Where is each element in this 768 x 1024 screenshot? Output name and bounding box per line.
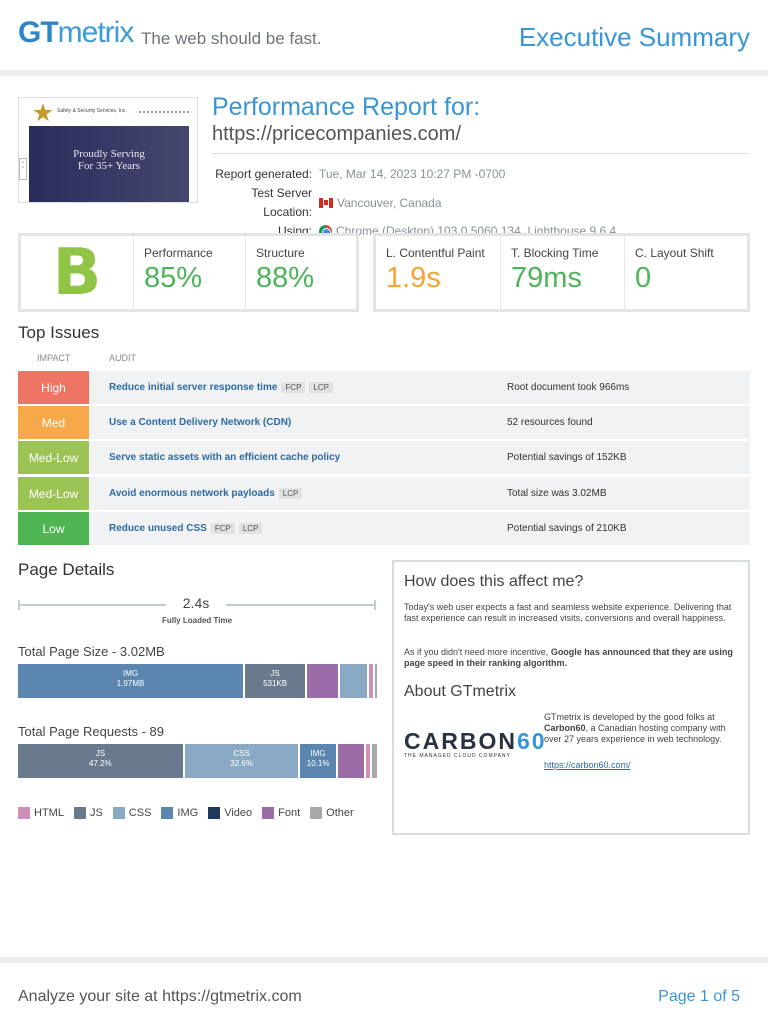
gtmetrix-grade-box: B Performance 85% Structure 88% (18, 233, 359, 312)
legend-swatch (262, 807, 275, 819)
legend-item: HTML (18, 807, 64, 819)
thumbnail-site-name: Safety & Security Services, Inc. (57, 108, 127, 114)
legend-item: CSS (112, 807, 151, 819)
bar-segment-js: JS 47.2% (18, 744, 183, 778)
report-title: Performance Report for: (212, 93, 481, 121)
grade-letter: B (52, 235, 102, 310)
audit-name[interactable]: Serve static assets with an efficient ca… (109, 452, 341, 463)
bar-segment-css (339, 664, 368, 698)
report-meta: Report generated: Tue, Mar 14, 2023 10:2… (212, 165, 616, 241)
page-details-heading: Page Details (18, 560, 115, 579)
carbon60-logo: CARBON60 THE MANAGED CLOUD COMPANY (404, 728, 547, 759)
carbon60-link[interactable]: https://carbon60.com/ (544, 760, 631, 770)
audit-result: Root document took 966ms (507, 382, 630, 393)
page-size-title: Total Page Size - 3.02MB (18, 644, 165, 659)
canada-flag-icon (319, 198, 333, 208)
page-size-bar: IMG 1.97MB JS 531KB (18, 664, 377, 698)
page-requests-bar: JS 47.2% CSS 32.6% IMG 10.1% (18, 744, 377, 778)
legend-swatch (161, 807, 174, 819)
metric-tag: LCP (309, 382, 333, 393)
issue-row: Med-Low Avoid enormous network payloads LC… (18, 477, 750, 510)
thumbnail-side-widget: • • (19, 158, 27, 180)
impact-badge: Low (18, 512, 89, 545)
top-issues-heading: Top Issues (18, 323, 100, 342)
meta-row-location: Test Server Location: Vancouver, Canada (251, 186, 442, 219)
impact-badge: High (18, 371, 89, 404)
issue-row: High Reduce initial server response time F… (18, 371, 750, 404)
issue-row: Med Use a Content Delivery Network (CDN) 5… (18, 406, 750, 439)
web-vitals-box: L. Contentful Paint 1.9s T. Blocking Tim… (373, 233, 750, 312)
audit-result: 52 resources found (507, 417, 593, 428)
legend-swatch (208, 807, 221, 819)
impact-heading: How does this affect me? (404, 573, 584, 590)
tagline: The web should be fast. (141, 29, 322, 48)
audit-name[interactable]: Reduce unused CSS FCP LCP (109, 523, 263, 534)
resource-type-legend: HTML JS CSS IMG Video Font Other (18, 807, 364, 819)
metric-tag: FCP (210, 523, 235, 534)
report-header: GTmetrix The web should be fast. Executi… (0, 0, 768, 76)
impact-badge: Med-Low (18, 477, 89, 510)
audit-name[interactable]: Avoid enormous network payloads LCP (109, 488, 303, 499)
bar-segment-other (374, 664, 377, 698)
bar-segment-font (307, 664, 338, 698)
performance-score: Performance 85% (133, 236, 245, 309)
page-number: Page 1 of 5 (658, 988, 740, 1005)
thumbnail-nav (139, 111, 189, 113)
gtmetrix-logo: GTmetrix (18, 16, 134, 49)
legend-item: Video (208, 807, 252, 819)
site-screenshot-thumbnail: Safety & Security Services, Inc. Proudly… (18, 97, 198, 203)
divider (212, 153, 749, 154)
report-url: https://pricecompanies.com/ (212, 123, 461, 145)
meta-row-generated: Report generated: Tue, Mar 14, 2023 10:2… (215, 167, 506, 181)
metric-tag: FCP (281, 382, 306, 393)
audit-result: Potential savings of 210KB (507, 523, 627, 534)
section-title: Executive Summary (518, 22, 750, 52)
impact-badge: Med-Low (18, 441, 89, 474)
impact-badge: Med (18, 406, 89, 439)
lcp-metric: L. Contentful Paint 1.9s (386, 246, 485, 294)
impact-text-google: As if you didn't need more incentive, Go… (404, 647, 733, 668)
fully-loaded-value: 2.4s (166, 595, 226, 611)
structure-score: Structure 88% (245, 236, 356, 309)
legend-item: Other (310, 807, 354, 819)
bar-segment-font (337, 744, 364, 778)
legend-swatch (310, 807, 323, 819)
legend-swatch (18, 807, 30, 819)
badge-star-icon (33, 103, 53, 122)
legend-item: JS (73, 807, 103, 819)
audit-result: Potential savings of 152KB (507, 452, 627, 463)
info-panel: How does this affect me? Today's web use… (392, 560, 750, 835)
bar-segment-css: CSS 32.6% (184, 744, 299, 778)
impact-text: Today's web user expects a fast and seam… (404, 602, 732, 623)
legend-item: IMG (161, 807, 198, 819)
page-requests-title: Total Page Requests - 89 (18, 724, 164, 739)
metric-tag: LCP (278, 488, 303, 499)
legend-swatch (112, 807, 125, 819)
report-footer: Analyze your site at https://gtmetrix.co… (0, 957, 768, 1024)
bar-segment-html (369, 664, 373, 698)
bar-segment-html (365, 744, 371, 778)
audit-name[interactable]: Use a Content Delivery Network (CDN) (109, 417, 292, 428)
bar-segment-img: IMG 10.1% (300, 744, 336, 778)
audit-result: Total size was 3.02MB (507, 488, 607, 499)
legend-swatch (73, 807, 86, 819)
issue-row: Low Reduce unused CSS FCP LCP Potential savi… (18, 512, 750, 545)
tbt-metric: T. Blocking Time 79ms (500, 236, 624, 309)
audit-name[interactable]: Reduce initial server response time FCP LC… (109, 382, 333, 393)
bar-segment-js: JS 531KB (245, 664, 306, 698)
bar-segment-other (372, 744, 377, 778)
cls-metric: C. Layout Shift 0 (624, 236, 747, 309)
analyze-link[interactable]: Analyze your site at https://gtmetrix.co… (18, 988, 302, 1005)
bar-segment-img: IMG 1.97MB (18, 664, 244, 698)
thumbnail-hero: Proudly Serving For 35+ Years (29, 126, 189, 202)
legend-item: Font (262, 807, 300, 819)
issue-row: Med-Low Serve static assets with an effic… (18, 441, 750, 474)
fully-loaded-label: Fully Loaded Time (161, 616, 233, 625)
about-text: GTmetrix is developed by the good folks … (544, 712, 726, 744)
about-heading: About GTmetrix (404, 683, 517, 700)
metric-tag: LCP (238, 523, 263, 534)
